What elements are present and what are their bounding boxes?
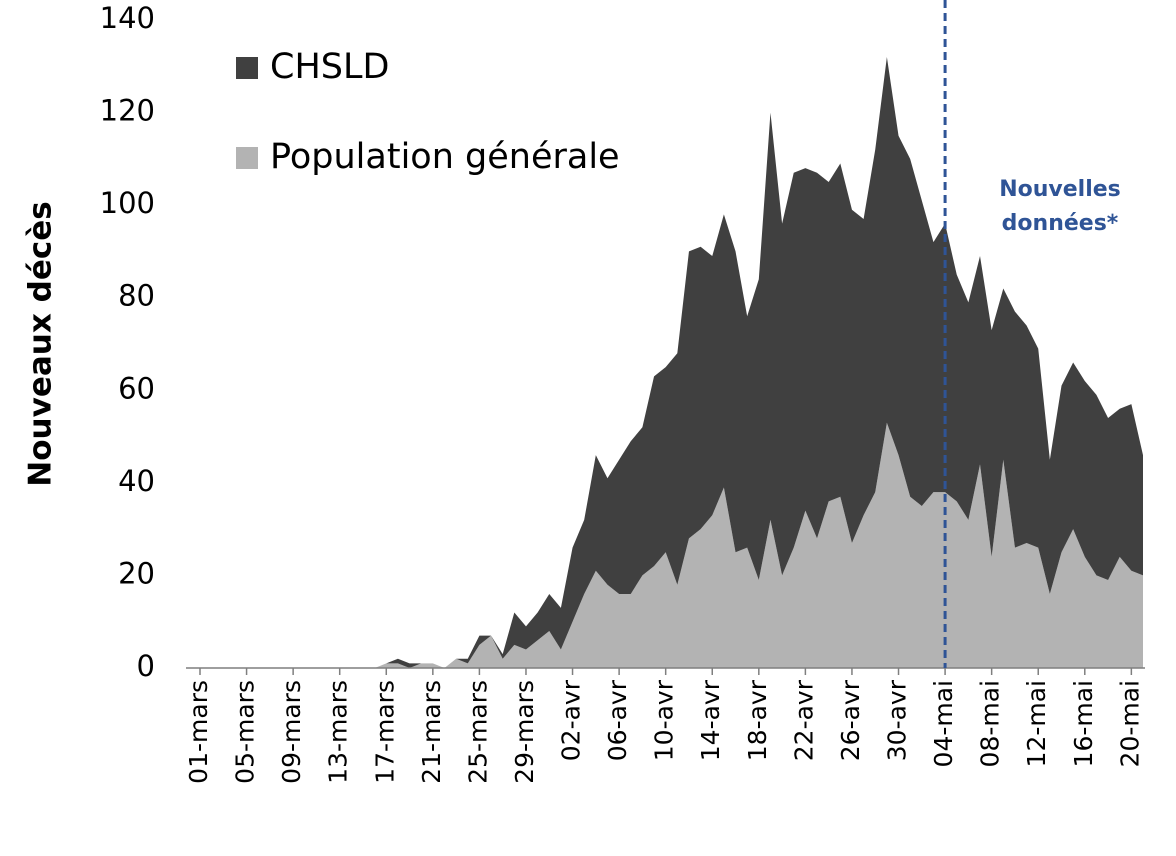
annotation-text: données* (1002, 211, 1119, 236)
y-tick-label: 80 (118, 279, 155, 313)
y-tick-label: 120 (100, 94, 155, 128)
x-tick-label: 30-avr (883, 679, 912, 761)
area (200, 422, 1143, 668)
y-tick-label: 20 (118, 556, 155, 590)
annotation-text: Nouvelles (999, 177, 1121, 202)
x-tick-label: 04-mai (929, 680, 958, 767)
x-tick-label: 06-avr (603, 679, 632, 761)
x-tick-label: 26-avr (836, 679, 865, 761)
y-tick-label: 140 (100, 1, 155, 35)
x-tick-label: 21-mars (417, 680, 446, 784)
legend-swatch (236, 57, 258, 79)
legend-label: CHSLD (270, 47, 389, 87)
x-tick-label: 13-mars (324, 680, 353, 784)
x-tick-label: 16-mai (1069, 680, 1098, 767)
x-tick-label: 09-mars (277, 680, 306, 784)
x-tick-label: 05-mars (231, 680, 260, 784)
x-tick-label: 17-mars (370, 680, 399, 784)
x-tick-label: 10-avr (650, 679, 679, 761)
x-tick-label: 22-avr (789, 679, 818, 761)
x-tick-label: 18-avr (743, 679, 772, 761)
x-tick-label: 20-mai (1115, 680, 1144, 767)
y-axis-label: Nouveaux décès (23, 201, 59, 486)
x-tick-label: 02-avr (557, 679, 586, 761)
y-tick-label: 40 (118, 464, 155, 498)
y-tick-label: 0 (137, 649, 155, 683)
legend-swatch (236, 147, 258, 169)
y-tick-label: 100 (100, 186, 155, 220)
x-tick-label: 08-mai (976, 680, 1005, 767)
legend-label: Population générale (270, 137, 620, 177)
x-tick-label: 01-mars (184, 680, 213, 784)
area (200, 57, 1143, 668)
x-tick-label: 12-mai (1022, 680, 1051, 767)
x-tick-label: 29-mars (510, 680, 539, 784)
y-tick-label: 60 (118, 371, 155, 405)
x-tick-label: 25-mars (463, 680, 492, 784)
x-tick-label: 14-avr (696, 679, 725, 761)
